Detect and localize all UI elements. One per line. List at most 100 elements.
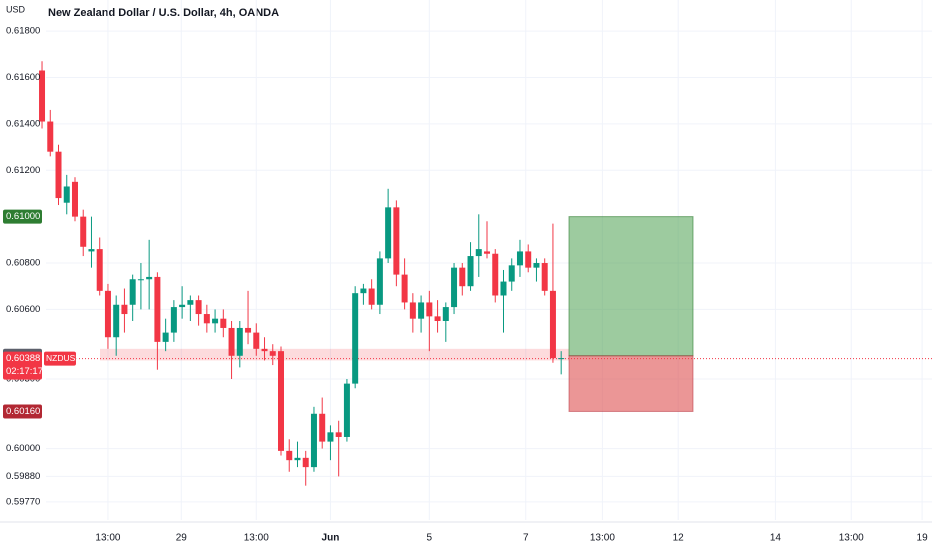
candle-body [129,279,136,305]
candle-body [286,450,293,461]
candle-body [558,358,565,360]
candle-body [96,249,103,291]
candle-body [228,327,235,356]
marker-box [3,209,42,224]
candle-body [475,249,482,257]
candle-body [294,457,301,461]
symbol-box [44,351,76,366]
candle-body [137,279,144,281]
candle-body [525,251,532,268]
candle-body [335,432,342,437]
candle-body [253,332,260,349]
candle-body [401,274,408,303]
y-tick-label: 0.61200 [6,165,40,176]
candle-body [368,288,375,305]
candle-body [162,332,169,342]
chart-title: New Zealand Dollar / U.S. Dollar, 4h, OA… [48,7,279,19]
price-countdown: 02:17:17 [6,366,43,377]
y-tick-label: 0.61400 [6,118,40,129]
x-tick-label: 29 [176,533,188,544]
candle-body [418,302,425,319]
candle-body [327,432,334,442]
candle-body [549,290,556,359]
candle-body [203,314,210,324]
x-tick-label: 7 [523,533,529,544]
candle-body [88,249,95,252]
y-tick-label: 0.61800 [6,26,40,37]
candle-body [459,267,466,287]
profit-zone [568,216,694,357]
candle-body [154,276,161,342]
candle-body [261,348,268,352]
y-tick-label: 0.59880 [6,471,40,482]
candle-body [80,216,87,247]
loss-zone [568,355,694,412]
x-tick-label: 19 [917,533,929,544]
candle-body [343,383,350,437]
candle-body [278,351,285,451]
x-tick-label: 13:00 [244,533,269,544]
candle-body [170,307,177,333]
candle-body [187,300,194,305]
y-tick-label: 0.61600 [6,72,40,83]
candle-body [302,457,309,468]
symbol-label: NZDUSD [46,353,81,363]
marker-box [3,404,42,419]
candle-body [393,207,400,275]
x-tick-label: 13:00 [590,533,615,544]
zone [100,348,569,361]
x-tick-label: 5 [427,533,433,544]
candle-body [541,263,548,291]
marker-label: 0.60160 [6,406,40,417]
x-tick-label: Jun [322,533,340,544]
candle-body [220,318,227,328]
y-tick-label: 0.60000 [6,443,40,454]
candle-body [146,276,153,280]
candle-body [113,304,120,338]
candle-body [352,293,359,384]
candle-body [500,281,507,296]
candle-body [121,304,128,315]
x-tick-label: 12 [673,533,685,544]
candle-body [63,186,70,203]
candle-body [434,316,441,321]
x-tick-label: 13:00 [839,533,864,544]
candle-body [47,121,54,152]
candle-body [310,413,317,468]
candle-body [467,256,474,287]
candle-body [385,207,392,259]
candle-body [71,181,78,217]
candle-body [516,251,523,266]
candle-body [179,304,186,308]
candle-body [39,70,46,122]
x-tick-label: 13:00 [95,533,120,544]
candle-body [269,351,276,356]
x-tick-label: 14 [770,533,782,544]
candle-body [492,253,499,296]
candle-body [426,302,433,317]
candle-body [508,265,515,282]
candle-body [319,413,326,442]
candle-body [484,251,491,254]
candle-body [55,151,62,199]
y-axis-label: USD [6,4,26,14]
candle-body [533,263,540,268]
candle-body [409,302,416,319]
price-label: 0.60388 [6,353,40,364]
marker-label: 0.61000 [6,211,40,222]
y-tick-label: 0.60600 [6,304,40,315]
candle-body [104,290,111,338]
candle-body [376,258,383,305]
candle-body [212,318,219,324]
candle-body [451,267,458,308]
candle-body [442,307,449,321]
candle-body [360,288,367,294]
price-box [3,351,42,380]
y-tick-label: 0.59770 [6,496,40,507]
candle-body [245,327,252,333]
candle-body [195,300,202,315]
candle-body [236,327,243,356]
y-tick-label: 0.60800 [6,258,40,269]
